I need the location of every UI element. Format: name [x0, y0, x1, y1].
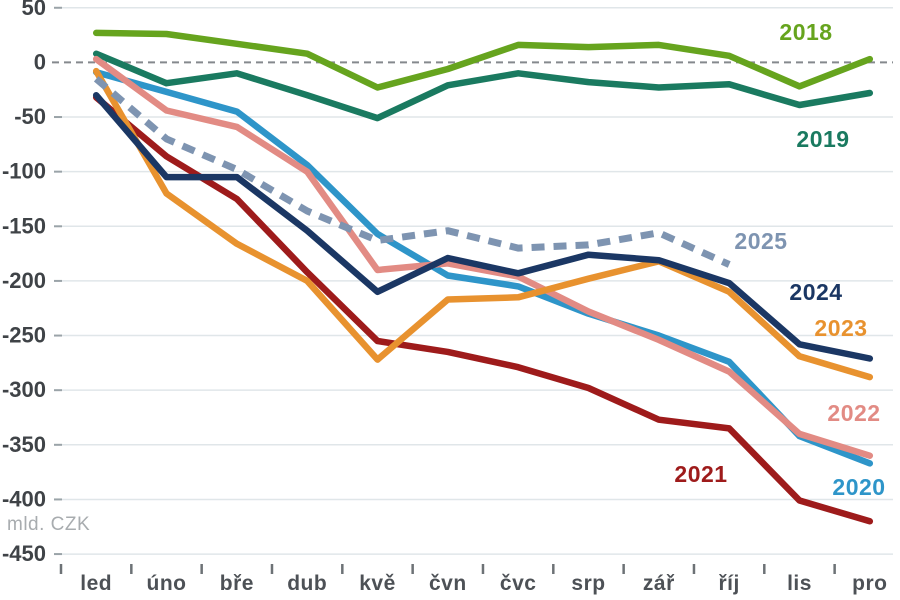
y-axis-tick-label: 50	[22, 0, 46, 20]
x-axis-month-label: srp	[571, 572, 605, 595]
x-axis-month-label: pro	[852, 572, 887, 595]
series-label-2025: 2025	[734, 228, 787, 254]
y-axis-tick-label: -200	[2, 268, 46, 293]
x-axis-month-label: dub	[287, 572, 327, 595]
x-axis-month-label: úno	[147, 572, 187, 595]
series-label-2019: 2019	[796, 126, 849, 152]
series-label-2020: 2020	[832, 474, 885, 500]
series-line-2025	[93, 76, 731, 268]
y-axis-tick-label: -50	[14, 104, 46, 129]
y-axis-unit-label: mld. CZK	[7, 514, 91, 535]
y-axis-tick-label: -350	[2, 432, 46, 457]
series-label-2023: 2023	[814, 315, 867, 341]
series-line-2023	[92, 67, 874, 381]
x-axis-month-label: čvn	[429, 572, 467, 595]
series-label-2022: 2022	[827, 400, 880, 426]
series-label-2024: 2024	[789, 279, 842, 305]
y-axis-tick-label: 0	[34, 49, 46, 74]
series-line-2020	[92, 68, 874, 467]
y-axis-tick-label: -300	[2, 377, 46, 402]
series-line-2022	[92, 55, 874, 459]
series-line-2018	[92, 29, 874, 91]
series-label-2018: 2018	[779, 19, 832, 45]
x-axis-month-label: čvc	[500, 572, 537, 595]
x-axis-month-label: lis	[787, 572, 812, 595]
y-axis-tick-label: -150	[2, 213, 46, 238]
x-axis-month-label: říj	[718, 572, 739, 595]
y-axis-tick-label: -450	[2, 541, 46, 566]
series-line-2019	[92, 50, 874, 122]
series-label-2021: 2021	[674, 461, 727, 487]
y-axis-tick-label: -100	[2, 159, 46, 184]
series-line-2024	[92, 91, 874, 362]
y-axis-tick-label: -250	[2, 323, 46, 348]
x-axis-month-label: bře	[220, 572, 254, 595]
x-axis-month-label: zář	[643, 572, 675, 595]
x-axis-month-label: kvě	[359, 572, 396, 595]
x-axis-month-label: led	[80, 572, 112, 595]
y-axis-tick-label: -400	[2, 486, 46, 511]
series-line-2021	[92, 94, 874, 525]
